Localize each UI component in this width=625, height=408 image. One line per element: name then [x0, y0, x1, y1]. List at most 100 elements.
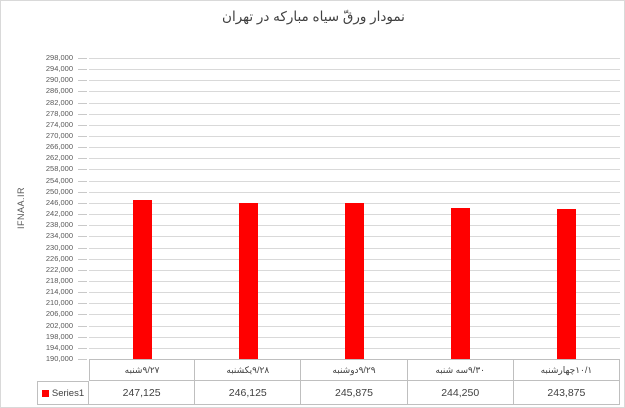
table-value-cell: 247,125 — [89, 381, 196, 405]
table-value-cell: 246,125 — [195, 381, 302, 405]
x-axis-label-weekday: دوشنبه — [332, 364, 359, 375]
x-axis-label-date: ۹/۲۸ — [252, 364, 270, 375]
y-axis-tick-label: 270,000 — [45, 131, 73, 140]
gridline — [89, 158, 620, 159]
y-axis-tick-label: 242,000 — [45, 209, 73, 218]
x-axis-label-date: ۹/۳۰ — [468, 364, 486, 375]
gridline — [89, 91, 620, 92]
bar — [345, 203, 364, 359]
gridline — [89, 147, 620, 148]
y-axis-tick-label: 266,000 — [45, 142, 73, 151]
y-axis-tick-label: 190,000 — [45, 354, 73, 363]
y-axis-tick-mark — [78, 314, 87, 315]
y-axis-tick-mark — [78, 169, 87, 170]
y-axis-tick-label: 278,000 — [45, 109, 73, 118]
y-axis-tick-mark — [78, 58, 87, 59]
y-axis-tick-label: 214,000 — [45, 287, 73, 296]
y-axis-tick-label: 198,000 — [45, 332, 73, 341]
x-axis-label-cell: یکشنبه ۹/۲۸ — [195, 359, 302, 381]
bar — [557, 209, 576, 359]
gridline — [89, 169, 620, 170]
y-axis-tick-label: 286,000 — [45, 86, 73, 95]
y-axis-tick-mark — [78, 359, 87, 360]
y-axis-tick-mark — [78, 80, 87, 81]
gridline — [89, 103, 620, 104]
table-value-cell: 244,250 — [407, 381, 514, 405]
y-axis-tick-label: 210,000 — [45, 298, 73, 307]
y-axis-tick-label: 262,000 — [45, 153, 73, 162]
x-axis-label-weekday: یکشنبه — [226, 364, 253, 375]
y-axis-tick-mark — [78, 147, 87, 148]
y-axis-tick-mark — [78, 225, 87, 226]
bar — [451, 208, 470, 359]
y-axis-tick-mark — [78, 69, 87, 70]
y-axis-tick-mark — [78, 125, 87, 126]
legend-cell: Series1 — [37, 381, 89, 405]
data-table: شنبه ۹/۲۷ یکشنبه ۹/۲۸ دوشنبه ۹/۲۹ سه شنبه ۹/۳۰ چ… — [37, 359, 620, 405]
plot-area — [89, 58, 620, 360]
chart-title: نمودار ورقّ سیاه مبارکه در تهران — [222, 9, 405, 24]
y-axis-tick-mark — [78, 236, 87, 237]
y-axis-tick-label: 238,000 — [45, 220, 73, 229]
y-axis-tick-mark — [78, 192, 87, 193]
table-value-cell: 243,875 — [513, 381, 620, 405]
x-axis-label-weekday: سه شنبه — [435, 364, 469, 375]
legend-series-label: Series1 — [51, 387, 85, 399]
y-axis-tick-label: 206,000 — [45, 309, 73, 318]
y-axis-tick-mark — [78, 136, 87, 137]
y-axis-tick-mark — [78, 181, 87, 182]
gridline — [89, 181, 620, 182]
y-axis-tick-mark — [78, 91, 87, 92]
gridline — [89, 80, 620, 81]
y-axis-tick-label: 230,000 — [45, 243, 73, 252]
x-axis-label-cell: چهارشنبه ۱۰/۱ — [513, 359, 620, 381]
y-axis-tick-label: 218,000 — [45, 276, 73, 285]
gridline — [89, 192, 620, 193]
y-axis-tick-label: 294,000 — [45, 64, 73, 73]
table-value-cell: 245,875 — [301, 381, 408, 405]
bar — [133, 200, 152, 359]
y-axis-tick-mark — [78, 203, 87, 204]
x-axis-label-date: ۹/۲۹ — [358, 364, 376, 375]
table-corner-cell — [37, 359, 89, 381]
x-axis-label-weekday: شنبه — [124, 364, 143, 375]
gridline — [89, 114, 620, 115]
x-axis-label-date: ۱۰/۱ — [575, 364, 593, 375]
y-axis-tick-label: 222,000 — [45, 265, 73, 274]
y-axis-tick-mark — [78, 248, 87, 249]
y-axis-tick-mark — [78, 281, 87, 282]
y-axis-tick-label: 202,000 — [45, 321, 73, 330]
y-axis-tick-mark — [78, 214, 87, 215]
y-axis-tick-label: 254,000 — [45, 176, 73, 185]
y-axis-tick-mark — [78, 259, 87, 260]
y-axis-tick-label: 290,000 — [45, 75, 73, 84]
y-axis-tick-mark — [78, 158, 87, 159]
x-axis-label-cell: سه شنبه ۹/۳۰ — [407, 359, 514, 381]
gridline — [89, 136, 620, 137]
y-axis-tick-mark — [78, 348, 87, 349]
y-axis-tick-mark — [78, 337, 87, 338]
bar — [239, 203, 258, 359]
y-axis-tick-label: 298,000 — [45, 53, 73, 62]
x-axis-label-weekday: چهارشنبه — [540, 364, 576, 375]
y-axis-tick-label: 194,000 — [45, 343, 73, 352]
x-axis-label-date: ۹/۲۷ — [142, 364, 160, 375]
y-axis-tick-mark — [78, 292, 87, 293]
x-axis-label-cell: دوشنبه ۹/۲۹ — [301, 359, 408, 381]
y-axis-tick-label: 234,000 — [45, 231, 73, 240]
legend-swatch-icon — [41, 389, 49, 397]
gridline — [89, 125, 620, 126]
y-axis-tick-label: 250,000 — [45, 187, 73, 196]
y-axis-tick-mark — [78, 303, 87, 304]
gridline — [89, 58, 620, 59]
y-axis-tick-label: 246,000 — [45, 198, 73, 207]
y-axis-tick-mark — [78, 326, 87, 327]
y-axis-tick-label: 226,000 — [45, 254, 73, 263]
x-axis-label-cell: شنبه ۹/۲۷ — [89, 359, 196, 381]
y-axis-tick-mark — [78, 114, 87, 115]
y-axis-tick-label: 282,000 — [45, 98, 73, 107]
y-axis-tick-mark — [78, 103, 87, 104]
y-axis-tick-label: 274,000 — [45, 120, 73, 129]
y-axis-tick-label: 258,000 — [45, 164, 73, 173]
